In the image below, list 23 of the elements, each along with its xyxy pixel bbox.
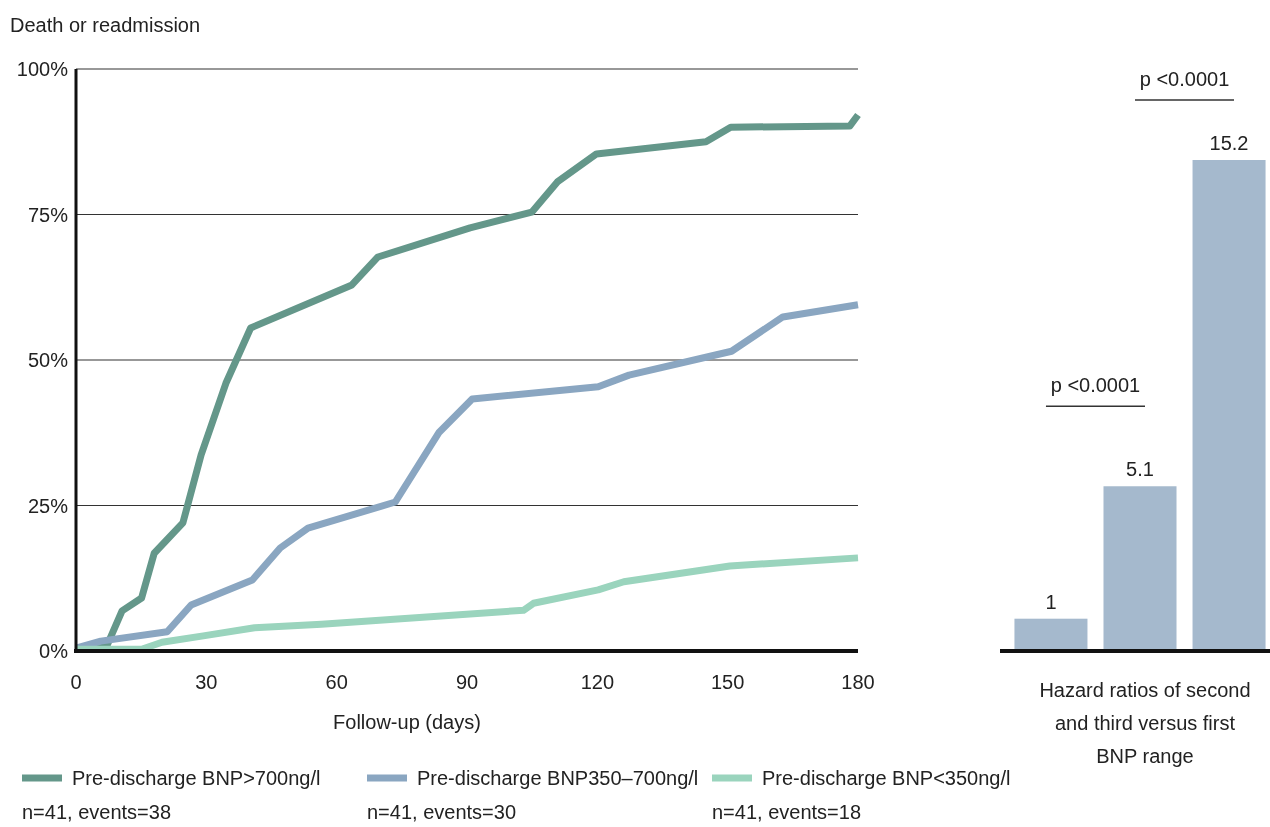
x-axis-title: Hazard ratios of second and third versus first BNP range — [1039, 679, 1251, 767]
y-tick-label: 100% — [16, 58, 69, 80]
annotation: p <0.0001 — [1050, 374, 1141, 397]
data-label: 15.2 — [1209, 132, 1249, 154]
data-label: 5.1 — [1126, 458, 1154, 481]
x-tick-label: 60 — [325, 671, 348, 693]
x-tick-label: 0 — [70, 671, 82, 693]
x-tick-label: 90 — [455, 671, 479, 693]
x-axis-title: Follow-up (days) — [333, 711, 481, 733]
y-tick-label: 0% — [39, 640, 69, 662]
x-tick-label: 150 — [710, 671, 745, 693]
y-tick-label: 75% — [27, 203, 69, 226]
legend-label: Pre-discharge BNP<350ng/l n=41, events=18 — [712, 767, 1011, 823]
x-tick-label: 30 — [195, 671, 218, 693]
text: p <0.0001 — [1139, 68, 1230, 90]
x-tick-label: 120 — [580, 671, 615, 693]
x-tick-label: 180 — [841, 671, 875, 693]
legend-label: Pre-discharge BNP>700ng/l n=41, events=38 — [22, 767, 321, 823]
y-tick-label: 50% — [27, 349, 69, 371]
data-label: 1 — [1045, 590, 1057, 613]
legend-label: Pre-discharge BNP350–700ng/l n=41, events=30 — [367, 767, 699, 823]
y-axis-title: Death or readmission — [10, 14, 201, 36]
y-tick-label: 25% — [27, 494, 69, 517]
